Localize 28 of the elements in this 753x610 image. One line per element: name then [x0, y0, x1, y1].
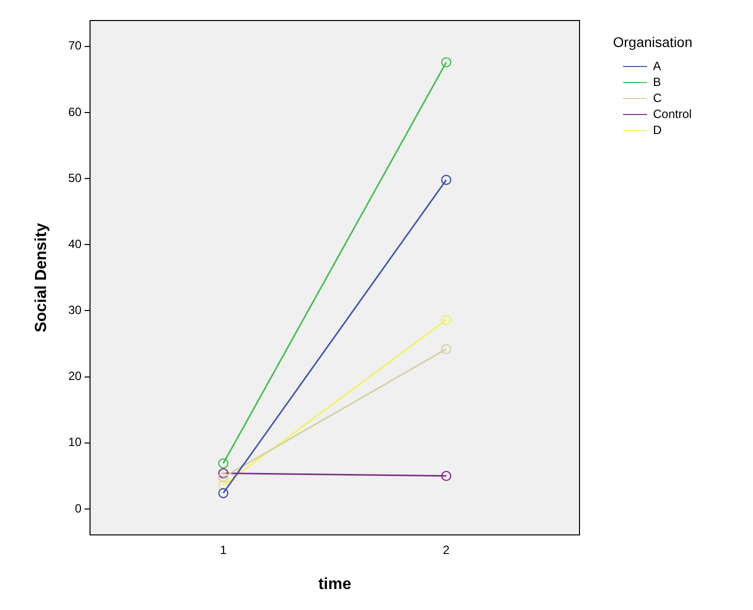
y-tick-label: 0	[74, 501, 82, 516]
point	[218, 458, 228, 468]
point	[441, 314, 452, 326]
y-axis-title: Social Density	[33, 222, 50, 332]
y-tick-label: 50	[68, 170, 82, 185]
point	[441, 174, 452, 186]
point	[441, 57, 452, 68]
x-axis-title: time	[318, 576, 352, 593]
y-tick-label: 60	[68, 104, 82, 119]
point	[218, 472, 228, 482]
x-tick-label: 1	[220, 542, 227, 557]
point	[441, 344, 452, 354]
point	[218, 488, 228, 498]
x-tick-label: 2	[442, 542, 450, 557]
y-tick-label: 30	[68, 303, 82, 318]
point	[218, 468, 228, 478]
legend-title: Organisation	[613, 34, 692, 50]
legend-label: A	[653, 59, 662, 73]
legend-label: D	[653, 123, 662, 137]
legend-label: Control	[653, 107, 692, 121]
y-tick-label: 20	[68, 369, 82, 384]
point	[441, 470, 452, 482]
point	[218, 480, 228, 490]
y-tick-label: 10	[68, 435, 82, 450]
legend-label: B	[653, 75, 662, 89]
y-tick-label: 40	[68, 236, 82, 251]
y-tick-label: 70	[68, 38, 82, 53]
legend-label: C	[653, 91, 662, 105]
